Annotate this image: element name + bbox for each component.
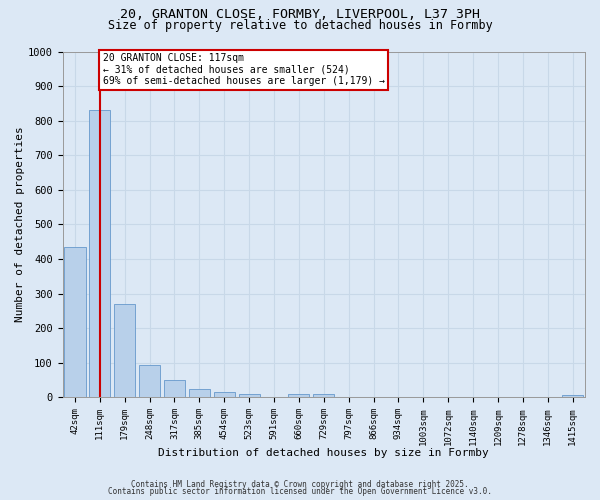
Text: 20, GRANTON CLOSE, FORMBY, LIVERPOOL, L37 3PH: 20, GRANTON CLOSE, FORMBY, LIVERPOOL, L3… [120, 8, 480, 20]
Bar [214, 392, 235, 398]
Bar [89, 110, 110, 398]
Bar [313, 394, 334, 398]
Bar [64, 247, 86, 398]
Bar [164, 380, 185, 398]
Bar [139, 364, 160, 398]
Bar [114, 304, 135, 398]
Bar [239, 394, 260, 398]
Bar [189, 390, 210, 398]
Text: Size of property relative to detached houses in Formby: Size of property relative to detached ho… [107, 18, 493, 32]
Text: Contains public sector information licensed under the Open Government Licence v3: Contains public sector information licen… [108, 487, 492, 496]
Bar [288, 394, 310, 398]
Y-axis label: Number of detached properties: Number of detached properties [15, 126, 25, 322]
Text: 20 GRANTON CLOSE: 117sqm
← 31% of detached houses are smaller (524)
69% of semi-: 20 GRANTON CLOSE: 117sqm ← 31% of detach… [103, 53, 385, 86]
Bar [562, 394, 583, 398]
Text: Contains HM Land Registry data © Crown copyright and database right 2025.: Contains HM Land Registry data © Crown c… [131, 480, 469, 489]
X-axis label: Distribution of detached houses by size in Formby: Distribution of detached houses by size … [158, 448, 489, 458]
